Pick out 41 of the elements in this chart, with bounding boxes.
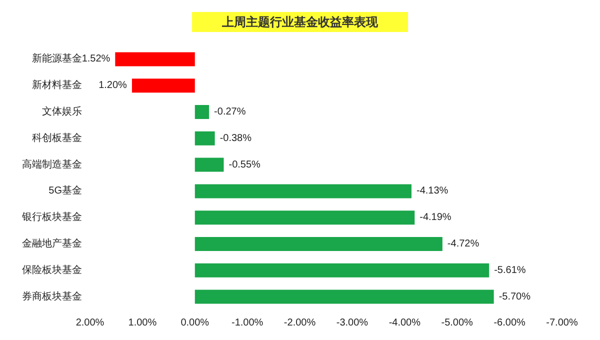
chart-title: 上周主题行业基金收益率表现 (221, 15, 379, 29)
y-tick-label: 科创板基金 (32, 132, 82, 144)
bar (194, 210, 415, 225)
x-tick-label: 2.00% (76, 318, 104, 328)
bar (194, 237, 442, 251)
y-tick-label: 新能源基金 (32, 52, 82, 65)
x-tick-label: -5.00% (441, 318, 474, 328)
bar (132, 78, 195, 93)
y-tick-label: 高端制造基金 (22, 158, 82, 170)
y-tick-label: 银行板块基金 (21, 211, 82, 224)
bar (115, 52, 195, 66)
y-tick-label: 新材料基金 (32, 79, 82, 92)
bar (194, 131, 215, 146)
bar (194, 184, 412, 198)
y-tick-label: 文体娱乐 (42, 106, 82, 118)
x-tick-label: 1.00% (128, 318, 157, 328)
data-label: 1.20% (98, 80, 128, 92)
bar (194, 105, 210, 119)
bar (194, 290, 494, 304)
x-tick-label: -3.00% (336, 318, 368, 328)
x-tick-label: 0.00% (180, 318, 210, 328)
bar (194, 263, 490, 278)
data-label: -0.55% (228, 159, 261, 170)
x-tick-label: -2.00% (284, 318, 316, 328)
bar (194, 158, 224, 172)
x-tick-label: -1.00% (231, 318, 264, 328)
x-tick-label: -4.00% (388, 318, 421, 328)
data-label: -0.27% (214, 106, 246, 118)
x-tick-label: -6.00% (494, 318, 526, 328)
data-label: -5.61% (494, 264, 526, 276)
y-tick-label: 保险板块基金 (22, 264, 82, 276)
data-label: -5.70% (498, 291, 531, 302)
x-tick-label: -7.00% (546, 318, 578, 328)
data-label: 1.52% (82, 54, 110, 65)
data-label: -4.72% (447, 238, 480, 250)
data-label: -4.13% (416, 186, 448, 197)
y-tick-label: 5G基金 (48, 184, 82, 197)
data-label: -4.19% (420, 212, 452, 224)
y-tick-label: 金融地产基金 (22, 238, 82, 250)
data-label: -0.38% (220, 132, 252, 144)
y-tick-label: 券商板块基金 (22, 290, 82, 302)
